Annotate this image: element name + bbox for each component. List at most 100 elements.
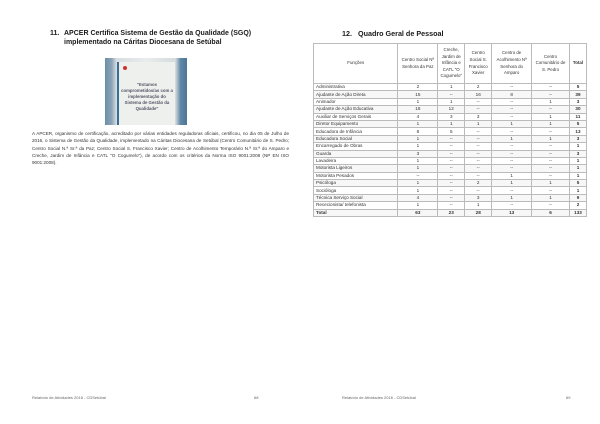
section-number: 12. [342,29,352,38]
function-cell: Lavadeira [312,156,399,166]
function-cell: Animador [312,97,399,107]
function-cell: Rececionista/ telefonista [312,201,399,210]
function-cell: Motorista Ligeiros [312,164,399,173]
count-cell: -- [437,193,466,203]
function-cell: Diretor Equipamento [312,119,399,129]
count-cell: 1 [491,179,533,188]
count-cell: 1 [397,164,439,173]
table-row: Administrativa 2 1 2 -- -- 5 [312,82,588,92]
column-header: Funções [312,43,399,84]
count-cell: 3 [464,193,493,203]
count-cell: 1 [568,156,588,166]
count-cell: -- [531,171,570,181]
count-cell: -- [464,164,493,173]
column-header: Centro Comunitário de S. Pedro [531,43,570,84]
count-cell: 1 [397,142,439,151]
heading-line-1: APCER Certifica Sistema de Gestão da Qua… [64,30,252,37]
count-cell: -- [464,142,493,151]
count-cell: -- [491,186,533,195]
count-cell: 2 [568,201,588,210]
count-cell: 5 [437,127,466,136]
count-cell: -- [531,82,570,92]
count-cell: -- [491,105,533,114]
count-cell: 1 [531,134,570,144]
count-cell: 11 [568,112,588,121]
count-cell: 3 [464,112,493,121]
function-cell: Técnica Serviço Social [312,193,399,203]
table-row: Motorista Ligeiros 1 -- -- -- -- 1 [312,164,588,173]
certificate-photo: "Estamos comprometidos/as com a implemen… [105,58,187,125]
table-row: Auxiliar de Serviços Gerais 4 3 3 -- 1 11 [312,112,588,121]
count-cell: 16 [464,90,493,99]
count-cell: -- [491,201,533,210]
count-cell: -- [491,149,533,158]
function-cell: Educadora de Infância [312,127,399,136]
count-cell: -- [531,186,570,195]
total-cell: 23 [437,208,466,218]
count-cell: 5 [568,82,588,92]
column-header: Centro Social S. Francisco Xavier [464,43,493,84]
column-header: Creche, Jardim de Infância e CATL "O Cog… [437,43,466,84]
count-cell: -- [437,90,466,99]
count-cell: -- [531,127,570,136]
count-cell: 1 [397,201,439,210]
page-number: 68 [254,395,259,400]
function-cell: Encarregado de Obras [312,142,399,151]
section-title: Quadro Geral de Pessoal [358,29,444,38]
count-cell: 1 [531,112,570,121]
heading-line-2: implementado na Cáritas Diocesana de Set… [64,39,222,46]
section-heading: 12. Quadro Geral de Pessoal [342,29,444,38]
count-cell: -- [464,186,493,195]
total-cell: 133 [568,208,588,218]
count-cell: 1 [397,186,439,195]
count-cell: 3 [437,112,466,121]
count-cell: 1 [397,97,439,107]
function-cell: Auxiliar de Serviços Gerais [312,112,399,121]
count-cell: -- [491,164,533,173]
function-cell: Ajudante de Ação Educativa [312,105,399,114]
count-cell: 1 [491,134,533,144]
function-cell: Educadora Social [312,134,399,144]
count-cell: 2 [397,82,439,92]
table-row: Ajudante de Ação Direta 15 -- 16 8 -- 39 [312,90,588,99]
count-cell: 1 [491,171,533,181]
total-cell: 28 [464,208,493,218]
table-row: Psicóloga 1 -- 2 1 1 5 [312,179,588,188]
total-cell: 6 [531,208,570,218]
table-row: Ajudante de Ação Educativa 18 12 -- -- -- 30 [312,105,588,114]
count-cell: -- [491,142,533,151]
count-cell: -- [491,156,533,166]
count-cell: 1 [568,171,588,181]
count-cell: -- [464,97,493,107]
left-page: 11. APCER Certifica Sistema de Gestão da … [32,30,289,400]
count-cell: 9 [568,193,588,203]
column-header: Total [568,43,588,84]
count-cell: 1 [397,134,439,144]
table-row: Motorista Pesados -- -- -- 1 -- 1 [312,171,588,181]
count-cell: -- [437,149,466,158]
count-cell: 1 [397,119,439,129]
count-cell: 1 [568,164,588,173]
function-cell: Guarda [312,149,399,158]
table-row: Animador 1 1 -- -- 1 3 [312,97,588,107]
count-cell: -- [531,164,570,173]
count-cell: -- [531,149,570,158]
count-cell: -- [464,127,493,136]
count-cell: 30 [568,105,588,114]
body-paragraph: A APCER, organismo de certificação, acre… [32,131,289,166]
count-cell: 3 [568,134,588,144]
count-cell: -- [437,186,466,195]
count-cell: -- [437,201,466,210]
count-cell: 4 [397,193,439,203]
count-cell: 1 [568,186,588,195]
count-cell: -- [464,134,493,144]
table-row: Educadora de Infância 8 5 -- -- -- 13 [312,127,588,136]
count-cell: 1 [397,179,439,188]
total-cell: 63 [397,208,439,218]
count-cell: 1 [531,179,570,188]
count-cell: -- [437,142,466,151]
count-cell: 8 [491,90,533,99]
count-cell: -- [437,179,466,188]
staff-table: Funções Centro Social Nª Senhora da Paz Cr… [312,43,588,218]
footer-text: Relatório de Atividades 2016 - CDSetúbal [32,395,106,400]
